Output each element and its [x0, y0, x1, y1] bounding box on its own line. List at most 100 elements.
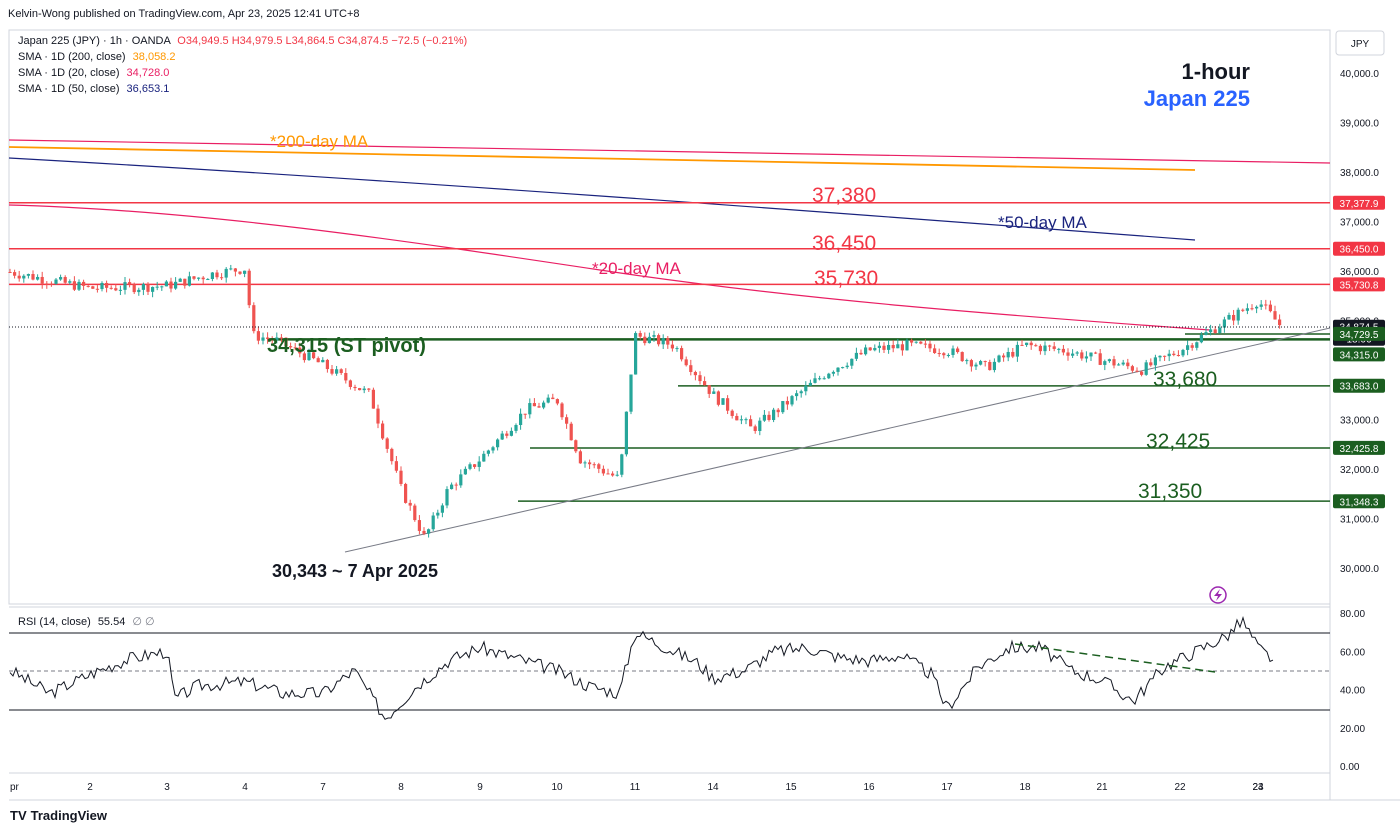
candle-body	[891, 344, 895, 349]
ascending-trendline[interactable]	[344, 327, 1331, 553]
candle-body	[509, 430, 513, 436]
candle-body	[983, 361, 987, 363]
candle-body	[192, 276, 196, 279]
candle-body	[210, 272, 214, 280]
resistance-3-label: 35,730	[814, 267, 878, 290]
candle-body	[13, 272, 17, 276]
candle-body	[1176, 354, 1180, 356]
sma-50-line	[8, 157, 1196, 241]
candle-body	[137, 289, 141, 293]
candle-body	[289, 346, 293, 348]
candle-body	[1052, 346, 1056, 349]
candle-body	[325, 359, 329, 370]
price-badge	[1333, 347, 1385, 362]
candle-body	[762, 414, 766, 421]
price-badge	[1333, 494, 1385, 509]
candle-body	[560, 403, 564, 418]
candle-body	[385, 438, 389, 449]
candle-body	[799, 391, 803, 394]
title-timeframe: 1-hour	[1182, 59, 1251, 84]
candle-body	[887, 344, 891, 350]
candle-body	[128, 282, 132, 285]
candle-body	[974, 364, 978, 367]
candle-body	[279, 337, 283, 339]
candle-body	[661, 338, 665, 345]
candle-body	[813, 378, 817, 383]
time-tick-label: 21	[1096, 782, 1108, 793]
rsi-divergence-line[interactable]	[1014, 643, 1216, 673]
candle-body	[988, 362, 992, 371]
candle-body	[408, 502, 412, 506]
time-tick-label: 4	[242, 782, 248, 793]
candle-body	[1268, 304, 1272, 312]
price-badge	[1333, 195, 1385, 210]
candle-body	[831, 371, 835, 374]
candle-body	[716, 391, 720, 405]
candle-body	[390, 448, 394, 462]
candle-body	[1098, 353, 1102, 365]
price-badges: 37,377.936,450.035,730.834,874.518:0634,…	[1333, 195, 1385, 509]
candle-body	[781, 401, 785, 413]
candle-body	[804, 385, 808, 392]
candle-body	[49, 283, 53, 285]
candle-body	[482, 453, 486, 462]
candle-body	[1075, 352, 1079, 354]
candle-body	[316, 358, 320, 363]
candle-body	[992, 361, 996, 371]
legend-rsi[interactable]: RSI (14, close) 55.54 ∅ ∅	[18, 614, 155, 630]
candle-body	[620, 454, 624, 475]
time-tick-label: 17	[941, 782, 953, 793]
candle-body	[215, 272, 219, 278]
candle-body	[1264, 304, 1268, 306]
candle-body	[40, 276, 44, 284]
candle-body	[252, 305, 256, 332]
legend-sma50[interactable]: SMA · 1D (50, close) 36,653.1	[18, 81, 169, 97]
support-2-label: 32,425	[1146, 430, 1210, 453]
flash-icon-bolt	[1214, 589, 1222, 601]
candle-body	[767, 414, 771, 420]
candle-body	[1255, 306, 1259, 309]
candle-body	[542, 402, 546, 408]
time-tick-label: 7	[320, 782, 326, 793]
candle-body	[1121, 362, 1125, 365]
legend-sma20[interactable]: SMA · 1D (20, close) 34,728.0	[18, 65, 169, 81]
candle-body	[1204, 332, 1208, 335]
legend-symbol[interactable]: Japan 225 (JPY) · 1h · OANDA O34,949.5 H…	[18, 33, 467, 49]
candle-body	[109, 287, 113, 289]
currency-box[interactable]	[1335, 30, 1385, 56]
candle-body	[1103, 361, 1107, 365]
candle-body	[118, 289, 122, 291]
candle-body	[1130, 366, 1134, 371]
candle-body	[91, 286, 95, 289]
candle-body	[1038, 345, 1042, 352]
candle-body	[1126, 362, 1130, 367]
price-tick-label: 31,000.0	[1340, 515, 1379, 526]
candle-body	[335, 369, 339, 374]
candle-body	[105, 282, 109, 288]
candle-body	[1006, 351, 1010, 358]
legend-sma200[interactable]: SMA · 1D (200, close) 38,058.2	[18, 49, 175, 65]
candle-body	[431, 515, 435, 530]
candle-body	[36, 276, 40, 280]
tradingview-logo[interactable]: TV TradingView	[10, 808, 107, 823]
candle-body	[666, 338, 670, 345]
flash-icon[interactable]	[1209, 586, 1227, 604]
candle-body	[114, 288, 118, 291]
candle-body	[1084, 356, 1088, 359]
rsi-axis[interactable]: 80.00 60.00 40.00 20.00 0.00	[1340, 609, 1365, 773]
rsi-line	[9, 615, 1274, 720]
time-tick-label: 23	[1252, 782, 1264, 793]
candle-body	[583, 462, 587, 464]
candle-body	[330, 369, 334, 374]
candle-body	[1227, 314, 1231, 320]
candle-body	[532, 403, 536, 407]
candle-body	[1071, 353, 1075, 356]
candle-body	[951, 348, 955, 355]
sma-20-line	[8, 204, 1211, 331]
candle-body	[730, 410, 734, 416]
resistance-1-label: 37,380	[812, 184, 876, 207]
candle-body	[1163, 355, 1167, 357]
candle-body	[427, 529, 431, 534]
